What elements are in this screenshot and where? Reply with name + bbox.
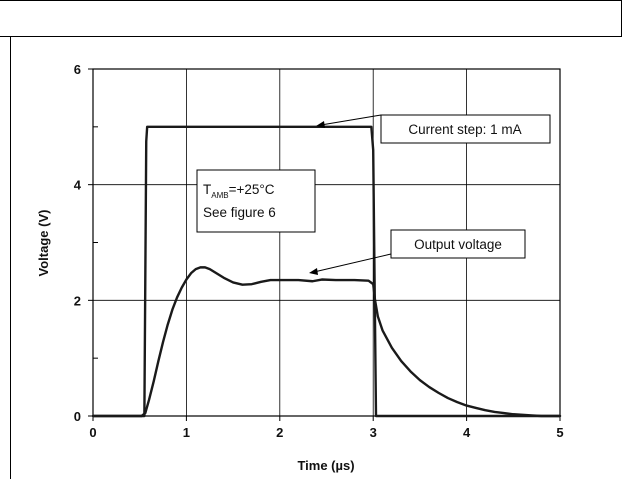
x-tick-label-4: 4 (463, 425, 471, 440)
current-step-box (380, 114, 551, 144)
x-tick-label-0: 0 (89, 425, 96, 440)
tamb-value: =+25°C (229, 182, 275, 197)
see-figure-label: See figure 6 (203, 205, 276, 220)
x-tick-label-2: 2 (276, 425, 283, 440)
x-axis-label: Time (µs) (297, 458, 354, 473)
output-voltage-arrow (313, 253, 392, 273)
y-tick-label-1: 2 (74, 293, 81, 308)
x-tick-label-3: 3 (370, 425, 377, 440)
x-tick-label-1: 1 (183, 425, 190, 440)
y-tick-label-2: 4 (74, 178, 82, 193)
output-voltage-line (91, 266, 562, 418)
series-layer (91, 125, 562, 418)
tamb-label: TAMB=+25°C (203, 182, 275, 200)
conditions-box (196, 169, 316, 233)
output-voltage-label: Output voltage (414, 237, 502, 252)
current-step-arrow (320, 114, 382, 126)
y-tick-label-0: 0 (74, 409, 81, 424)
tamb-subscript: AMB (211, 191, 228, 200)
current-step-line (91, 125, 562, 418)
tamb-main: T (203, 182, 211, 197)
x-tick-label-5: 5 (556, 425, 563, 440)
y-axis-label: Voltage (V) (36, 210, 51, 277)
current-step-label: Current step: 1 mA (408, 122, 521, 137)
current-step-arrowhead (316, 121, 325, 128)
y-tick-label-3: 6 (74, 62, 81, 77)
output-voltage-box (390, 229, 526, 259)
output-voltage-arrowhead (309, 268, 318, 275)
